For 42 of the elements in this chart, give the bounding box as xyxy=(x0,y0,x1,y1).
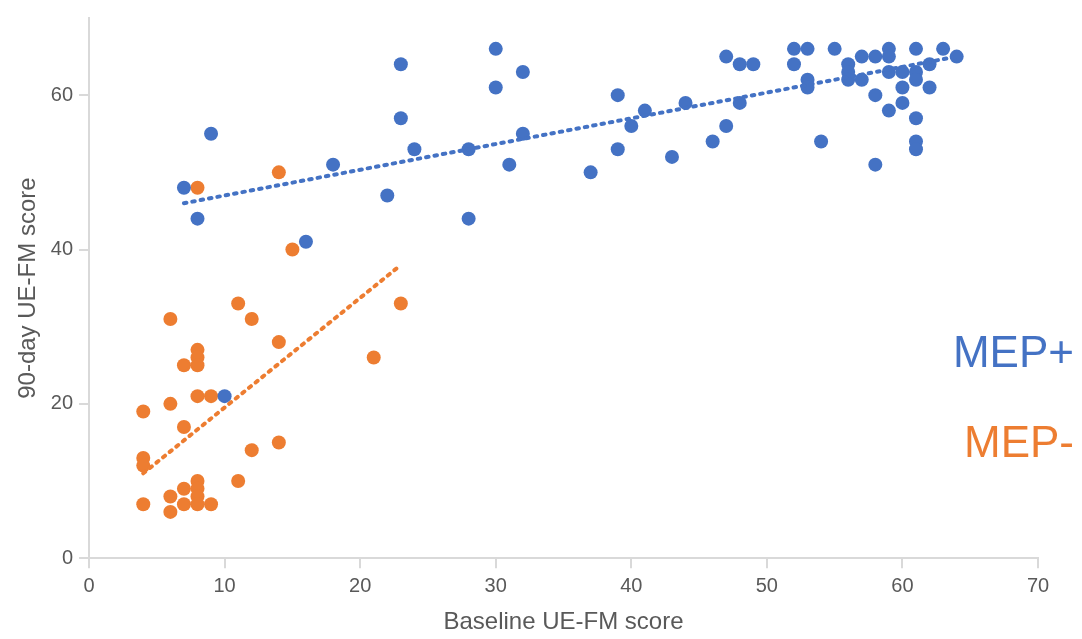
x-axis-title: Baseline UE-FM score xyxy=(443,607,684,635)
x-tick-label: 40 xyxy=(620,573,643,596)
point xyxy=(176,420,191,435)
point xyxy=(163,489,178,504)
point xyxy=(204,389,219,404)
y-axis-title: 90-day UE-FM score xyxy=(13,177,41,399)
point xyxy=(271,165,286,180)
point xyxy=(366,350,381,365)
point xyxy=(176,358,191,373)
point xyxy=(190,389,205,404)
text: MEP+ xyxy=(952,327,1074,377)
point xyxy=(136,404,151,419)
x-tick-label: 20 xyxy=(349,573,372,596)
point xyxy=(163,396,178,411)
x-tick-label: 30 xyxy=(484,573,507,596)
point xyxy=(136,497,151,512)
point xyxy=(244,443,259,458)
y-tick-label: 40 xyxy=(50,237,74,260)
x-tick-label: 60 xyxy=(891,573,914,596)
point xyxy=(271,435,286,450)
point xyxy=(204,497,219,512)
point xyxy=(393,296,408,311)
point xyxy=(190,497,205,512)
point xyxy=(163,504,178,519)
y-tick-label: 20 xyxy=(50,391,74,414)
point xyxy=(190,180,205,195)
point xyxy=(285,242,300,257)
point xyxy=(176,497,191,512)
point xyxy=(244,311,259,326)
point xyxy=(163,311,178,326)
point xyxy=(271,335,286,350)
point xyxy=(176,481,191,496)
x-tick-label: 0 xyxy=(83,573,95,596)
y-tick-label: 60 xyxy=(50,82,74,105)
x-tick-label: 70 xyxy=(1026,573,1050,596)
point xyxy=(231,296,246,311)
point xyxy=(190,358,205,373)
y-tick-label: 0 xyxy=(61,545,74,568)
point xyxy=(231,474,246,489)
x-tick-label: 50 xyxy=(755,573,778,596)
x-tick-label: 10 xyxy=(213,573,236,596)
text: MEP- xyxy=(964,417,1074,467)
